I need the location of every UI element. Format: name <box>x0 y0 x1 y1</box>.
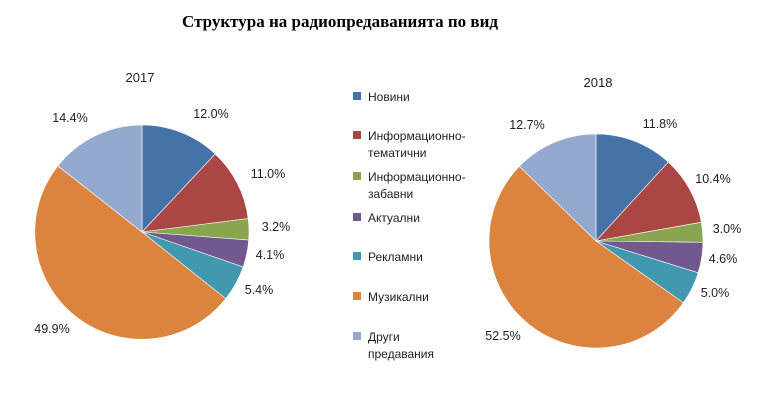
legend-swatch <box>353 131 361 139</box>
legend-label: Рекламни <box>368 250 423 264</box>
chart-title: 2017 <box>126 70 155 85</box>
pie-slice <box>141 153 249 233</box>
pie-1: 11.8% 10.4% 3.0% 4.6% 5.0% 52.5% 12.7% 2018 <box>485 75 742 349</box>
pie-slice <box>141 124 216 233</box>
data-label: 11.0% <box>251 167 286 181</box>
data-label: 10.4% <box>695 172 730 186</box>
data-label: 12.7% <box>509 118 544 132</box>
pie-slice <box>34 165 227 340</box>
legend-label: Информационно- <box>368 170 466 184</box>
data-label: 5.4% <box>245 283 274 297</box>
data-label: 4.6% <box>709 252 738 266</box>
legend: Новини Информационно-тематични Информацион… <box>353 90 466 361</box>
legend-swatch <box>353 252 361 260</box>
legend-swatch <box>353 213 361 221</box>
legend-label: Актуални <box>368 211 420 225</box>
legend-swatch <box>353 92 361 100</box>
legend-label: Музикални <box>368 290 429 304</box>
legend-label: Новини <box>368 90 410 104</box>
pie-slice <box>518 133 597 242</box>
page-title: Структура на радиопредаванията по вид <box>182 12 498 31</box>
data-label: 52.5% <box>485 329 520 343</box>
legend-label: Информационно- <box>368 129 466 143</box>
pie-slice <box>57 124 143 233</box>
data-label: 14.4% <box>52 111 87 125</box>
legend-label: предавания <box>368 347 434 361</box>
data-label: 49.9% <box>34 322 69 336</box>
legend-swatch <box>353 292 361 300</box>
legend-swatch <box>353 172 361 180</box>
pie-slice <box>595 133 669 242</box>
legend-swatch <box>353 332 361 340</box>
legend-label: забавни <box>368 187 413 201</box>
pie-0: 12.0% 11.0% 3.2% 4.1% 5.4% 49.9% 14.4% 2017 <box>34 70 291 340</box>
chart-title: 2018 <box>584 75 613 90</box>
legend-label: тематични <box>368 146 426 160</box>
data-label: 5.0% <box>701 286 730 300</box>
pie-slice <box>595 161 702 242</box>
data-label: 3.2% <box>262 220 291 234</box>
data-label: 11.8% <box>643 117 678 131</box>
data-label: 12.0% <box>193 107 228 121</box>
legend-label: Други <box>368 330 400 344</box>
data-label: 4.1% <box>256 248 285 262</box>
pie-slice <box>488 165 684 349</box>
data-label: 3.0% <box>713 222 742 236</box>
